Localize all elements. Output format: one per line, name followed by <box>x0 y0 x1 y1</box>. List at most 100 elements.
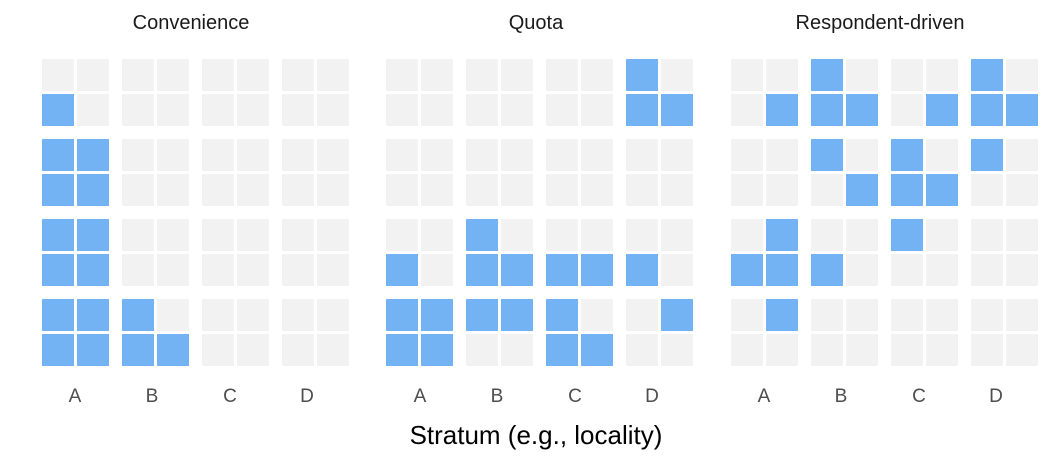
sampled-cell <box>386 299 418 331</box>
sampled-cell <box>77 174 109 206</box>
unsampled-cell <box>237 299 269 331</box>
tick-label-c: C <box>568 386 582 407</box>
unsampled-cell <box>237 219 269 251</box>
unsampled-cell <box>661 254 693 286</box>
unsampled-cell <box>386 94 418 126</box>
unsampled-cell <box>317 219 349 251</box>
sampled-cell <box>501 254 533 286</box>
unsampled-cell <box>202 174 234 206</box>
unsampled-cell <box>466 334 498 366</box>
unsampled-cell <box>77 94 109 126</box>
sampled-cell <box>1006 94 1038 126</box>
unsampled-cell <box>317 59 349 91</box>
unsampled-cell <box>237 59 269 91</box>
x-axis-title: Stratum (e.g., locality) <box>410 420 663 450</box>
unsampled-cell <box>317 174 349 206</box>
unsampled-cell <box>466 174 498 206</box>
unsampled-cell <box>157 59 189 91</box>
unsampled-cell <box>891 59 923 91</box>
unsampled-cell <box>421 59 453 91</box>
sampled-cell <box>626 254 658 286</box>
unsampled-cell <box>202 94 234 126</box>
unsampled-cell <box>157 139 189 171</box>
unsampled-cell <box>421 219 453 251</box>
sampled-cell <box>386 254 418 286</box>
unsampled-cell <box>766 334 798 366</box>
unsampled-cell <box>766 59 798 91</box>
unsampled-cell <box>891 334 923 366</box>
sampled-cell <box>766 94 798 126</box>
sampled-cell <box>971 94 1003 126</box>
unsampled-cell <box>122 254 154 286</box>
sampled-cell <box>77 254 109 286</box>
unsampled-cell <box>846 219 878 251</box>
unsampled-cell <box>1006 219 1038 251</box>
unsampled-cell <box>501 334 533 366</box>
unsampled-cell <box>846 334 878 366</box>
unsampled-cell <box>317 254 349 286</box>
unsampled-cell <box>421 254 453 286</box>
unsampled-cell <box>501 139 533 171</box>
unsampled-cell <box>282 254 314 286</box>
sampled-cell <box>581 334 613 366</box>
unsampled-cell <box>581 59 613 91</box>
unsampled-cell <box>971 254 1003 286</box>
tick-label-a: A <box>758 386 771 407</box>
unsampled-cell <box>421 174 453 206</box>
unsampled-cell <box>466 59 498 91</box>
tick-label-d: D <box>645 386 659 407</box>
sampled-cell <box>42 174 74 206</box>
unsampled-cell <box>626 139 658 171</box>
unsampled-cell <box>731 334 763 366</box>
unsampled-cell <box>1006 59 1038 91</box>
unsampled-cell <box>661 219 693 251</box>
sampled-cell <box>891 219 923 251</box>
sampled-cell <box>386 334 418 366</box>
unsampled-cell <box>626 299 658 331</box>
sampled-cell <box>421 334 453 366</box>
unsampled-cell <box>731 139 763 171</box>
panel-title-respondent-driven: Respondent-driven <box>796 12 965 34</box>
panel-quota: Quota A B C D <box>386 12 693 407</box>
unsampled-cell <box>626 174 658 206</box>
unsampled-cell <box>421 94 453 126</box>
panel-convenience: Convenience A B C D <box>42 12 349 407</box>
sampled-cell <box>42 219 74 251</box>
tick-label-d: D <box>989 386 1003 407</box>
panel-title-quota: Quota <box>509 12 564 34</box>
unsampled-cell <box>421 139 453 171</box>
unsampled-cell <box>926 254 958 286</box>
unsampled-cell <box>317 334 349 366</box>
unsampled-cell <box>157 299 189 331</box>
panel-respondent-driven: Respondent-driven A B C D <box>731 12 1038 407</box>
unsampled-cell <box>661 334 693 366</box>
unsampled-cell <box>237 174 269 206</box>
sampled-cell <box>42 334 74 366</box>
unsampled-cell <box>661 139 693 171</box>
sampled-cell <box>811 94 843 126</box>
unsampled-cell <box>626 334 658 366</box>
unsampled-cell <box>317 94 349 126</box>
unsampled-cell <box>1006 254 1038 286</box>
unsampled-cell <box>282 334 314 366</box>
unsampled-cell <box>317 299 349 331</box>
tick-label-c: C <box>223 386 237 407</box>
unsampled-cell <box>202 219 234 251</box>
unsampled-cell <box>282 174 314 206</box>
unsampled-cell <box>811 174 843 206</box>
unsampled-cell <box>811 299 843 331</box>
unsampled-cell <box>661 174 693 206</box>
unsampled-cell <box>157 254 189 286</box>
unsampled-cell <box>386 59 418 91</box>
unsampled-cell <box>846 139 878 171</box>
unsampled-cell <box>581 94 613 126</box>
unsampled-cell <box>926 139 958 171</box>
unsampled-cell <box>731 219 763 251</box>
panel-title-convenience: Convenience <box>133 12 250 34</box>
sampled-cell <box>891 174 923 206</box>
sampled-cell <box>971 139 1003 171</box>
unsampled-cell <box>581 174 613 206</box>
unsampled-cell <box>466 94 498 126</box>
unsampled-cell <box>466 139 498 171</box>
sampled-cell <box>546 334 578 366</box>
